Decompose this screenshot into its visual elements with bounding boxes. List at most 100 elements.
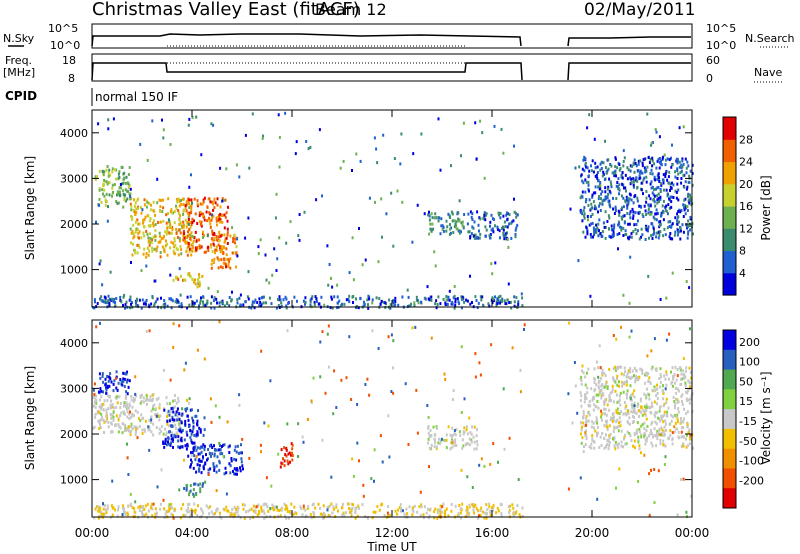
echo-cell: [198, 426, 201, 430]
echo-cell: [687, 192, 690, 196]
echo-cell: [198, 238, 201, 242]
echo-cell: [631, 392, 634, 396]
echo-cell: [114, 301, 117, 304]
echo-cell: [105, 386, 108, 390]
echo-cell: [186, 306, 189, 310]
echo-cell: [600, 412, 603, 416]
echo-cell: [199, 430, 202, 434]
echo-cell: [512, 506, 515, 510]
echo-cell: [239, 303, 242, 307]
echo-cell: [175, 431, 178, 435]
echo-cell: [608, 394, 611, 398]
echo-cell: [662, 414, 664, 418]
echo-cell: [635, 431, 638, 435]
echo-cell: [593, 377, 596, 381]
echo-cell: [479, 295, 482, 299]
echo-cell: [474, 375, 477, 379]
echo-cell: [678, 165, 681, 169]
echo-cell: [669, 182, 672, 186]
echo-cell: [355, 152, 358, 156]
echo-cell: [427, 213, 430, 217]
echo-cell: [627, 222, 630, 226]
echo-cell: [330, 276, 332, 280]
echo-cell: [686, 422, 689, 426]
echo-cell: [655, 187, 657, 191]
echo-cell: [601, 190, 604, 194]
echo-cell: [620, 175, 623, 179]
echo-cell: [260, 304, 262, 308]
echo-cell: [202, 212, 205, 216]
echo-cell: [417, 301, 420, 305]
echo-cell: [458, 199, 461, 203]
echo-cell: [104, 298, 107, 302]
echo-cell: [454, 438, 457, 442]
echo-cell: [298, 213, 301, 216]
echo-cell: [478, 514, 480, 518]
echo-cell: [688, 366, 691, 370]
echo-cell: [142, 396, 145, 400]
echo-cell: [257, 245, 260, 249]
echo-cell: [163, 248, 166, 252]
echo-cell: [593, 426, 595, 430]
echo-cell: [294, 152, 297, 156]
echo-cell: [176, 248, 179, 252]
echo-cell: [158, 418, 161, 422]
echo-cell: [622, 234, 625, 237]
echo-cell: [427, 416, 430, 419]
echo-cell: [461, 220, 464, 224]
echo-cell: [677, 410, 680, 414]
echo-cell: [584, 200, 587, 204]
echo-cell: [602, 400, 605, 404]
echo-cell: [358, 506, 360, 510]
echo-cell: [680, 419, 683, 423]
echo-cell: [471, 425, 474, 429]
echo-cell: [654, 420, 657, 424]
echo-cell: [159, 251, 162, 254]
echo-cell: [601, 371, 604, 375]
echo-cell: [178, 199, 181, 203]
echo-cell: [445, 295, 448, 298]
echo-cell: [116, 401, 119, 405]
echo-cell: [632, 185, 635, 189]
echo-cell: [688, 198, 691, 202]
echo-cell: [645, 429, 648, 432]
echo-cell: [203, 448, 206, 452]
echo-cell: [187, 230, 189, 234]
echo-cell: [196, 348, 199, 352]
echo-cell: [433, 250, 436, 254]
echo-cell: [461, 223, 464, 227]
echo-cell: [465, 428, 468, 432]
echo-cell: [589, 215, 592, 218]
echo-cell: [166, 402, 169, 406]
echo-cell: [260, 509, 263, 513]
echo-cell: [122, 510, 125, 514]
echo-cell: [280, 448, 283, 452]
echo-cell: [202, 214, 205, 218]
echo-cell: [129, 433, 132, 437]
echo-cell: [123, 176, 126, 180]
echo-cell: [190, 208, 193, 211]
echo-cell: [638, 174, 641, 178]
echo-cell: [224, 466, 227, 470]
echo-cell: [664, 172, 667, 176]
echo-cell: [675, 159, 678, 163]
echo-cell: [608, 234, 611, 238]
echo-cell: [591, 159, 594, 163]
echo-cell: [599, 184, 602, 188]
echo-cell: [177, 435, 180, 439]
echo-cell: [144, 429, 146, 433]
echo-cell: [191, 217, 194, 221]
echo-cell: [460, 411, 463, 414]
echo-cell: [149, 398, 152, 402]
echo-cell: [126, 406, 129, 410]
echo-cell: [496, 227, 499, 231]
echo-cell: [295, 140, 298, 144]
echo-cell: [616, 393, 618, 397]
echo-cell: [397, 303, 400, 307]
echo-cell: [199, 487, 202, 491]
echo-cell: [651, 191, 654, 195]
echo-cell: [436, 303, 439, 306]
echo-cell: [499, 294, 502, 298]
echo-cell: [674, 421, 677, 425]
echo-cell: [171, 415, 174, 419]
